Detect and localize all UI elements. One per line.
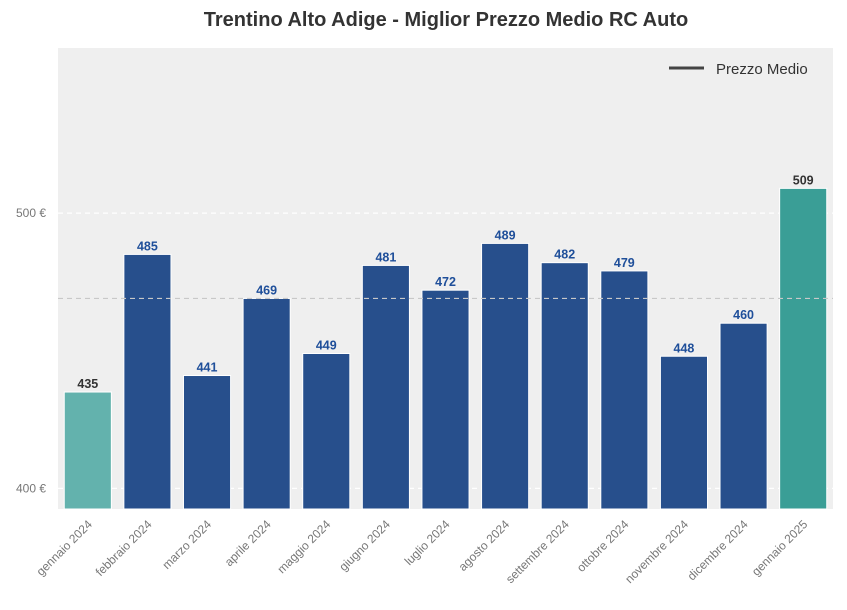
bar-value-label: 481 [375, 250, 396, 264]
bar-value-label: 485 [137, 239, 158, 253]
bar-value-label: 460 [733, 308, 754, 322]
bar [659, 355, 709, 510]
chart-title: Trentino Alto Adige - Miglior Prezzo Med… [204, 9, 688, 31]
bar [182, 375, 232, 510]
bar [540, 262, 589, 510]
x-tick-label: gennaio 2025 [749, 517, 811, 579]
bar-value-label: 482 [554, 248, 575, 262]
y-tick-label: 500 € [16, 206, 46, 220]
x-tick-label: marzo 2024 [159, 517, 214, 572]
bar-value-label: 472 [435, 275, 456, 289]
bar [600, 270, 649, 510]
bar-labels: 435 485 441 469 449 481 472 489 482 479 448 460 509 [77, 173, 813, 391]
x-tick-label: maggio 2024 [274, 517, 333, 576]
legend: Prezzo Medio [669, 61, 808, 78]
bar-value-label: 435 [77, 377, 98, 391]
bar-value-label: 489 [495, 228, 516, 242]
bar [123, 253, 172, 510]
y-tick-label: 400 € [16, 481, 46, 495]
x-tick-label: luglio 2024 [402, 517, 453, 568]
bar [481, 242, 530, 510]
x-tick-label: aprile 2024 [222, 517, 274, 569]
bar-value-label: 479 [614, 256, 635, 270]
bar-value-label: 469 [256, 283, 277, 297]
bar [361, 264, 410, 510]
bar-value-label: 441 [197, 361, 218, 375]
bars [63, 187, 828, 510]
bar [779, 187, 828, 510]
y-axis: 400 € 500 € [16, 206, 46, 495]
bar-value-label: 509 [793, 173, 814, 187]
bar [719, 322, 768, 510]
bar-value-label: 448 [674, 341, 695, 355]
bar [421, 289, 470, 510]
x-tick-label: giugno 2024 [336, 517, 393, 574]
x-tick-label: dicembre 2024 [685, 517, 751, 583]
x-tick-label: febbraio 2024 [93, 517, 155, 579]
x-tick-label: agosto 2024 [456, 517, 513, 574]
bar-value-label: 449 [316, 338, 337, 352]
legend-label: Prezzo Medio [716, 61, 808, 78]
x-tick-label: gennaio 2024 [34, 517, 96, 579]
x-tick-label: novembre 2024 [622, 517, 691, 586]
bar [302, 352, 351, 510]
x-tick-label: ottobre 2024 [574, 517, 632, 575]
x-tick-label: settembre 2024 [503, 517, 572, 586]
bar [242, 297, 291, 510]
bar [63, 391, 112, 510]
